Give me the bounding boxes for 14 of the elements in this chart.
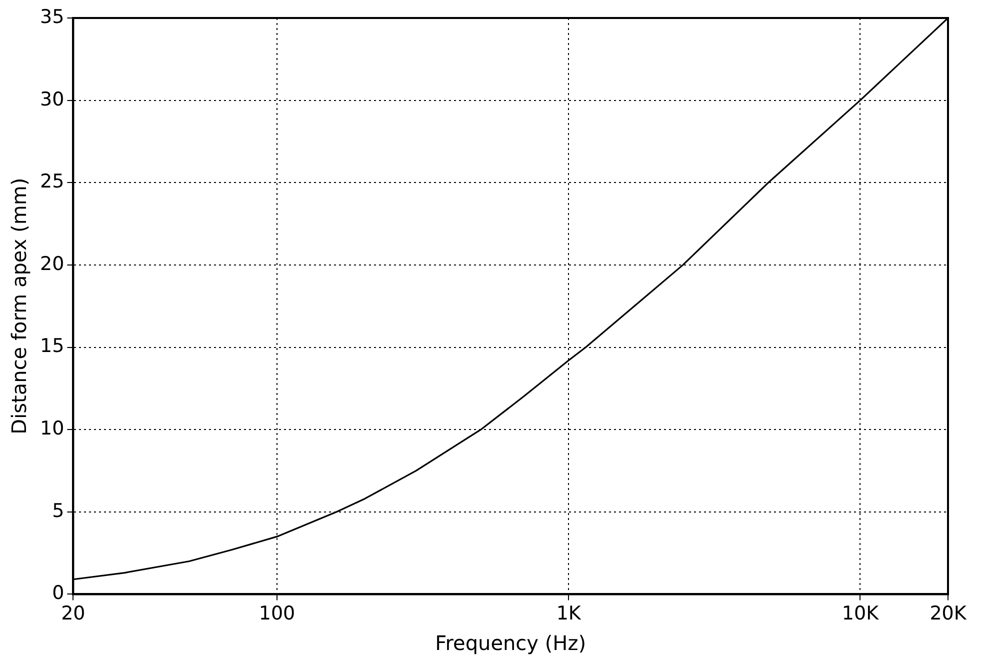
y-tick-label: 15 bbox=[40, 335, 64, 358]
y-tick-label: 25 bbox=[40, 170, 64, 193]
y-tick-label: 0 bbox=[52, 582, 64, 604]
x-tick-label: 20K bbox=[930, 602, 967, 625]
x-tick-label: 1K bbox=[556, 602, 582, 625]
x-tick-label: 100 bbox=[258, 602, 296, 625]
y-axis-title: Distance form apex (mm) bbox=[7, 178, 32, 434]
y-tick-label: 35 bbox=[40, 6, 64, 28]
y-tick-label: 10 bbox=[40, 418, 64, 440]
x-axis-title: Frequency (Hz) bbox=[435, 631, 586, 656]
y-tick-label: 5 bbox=[52, 500, 64, 522]
x-tick-label: 10K bbox=[842, 602, 880, 625]
y-tick-label: 30 bbox=[40, 88, 64, 110]
y-tick-label: 20 bbox=[40, 252, 64, 275]
